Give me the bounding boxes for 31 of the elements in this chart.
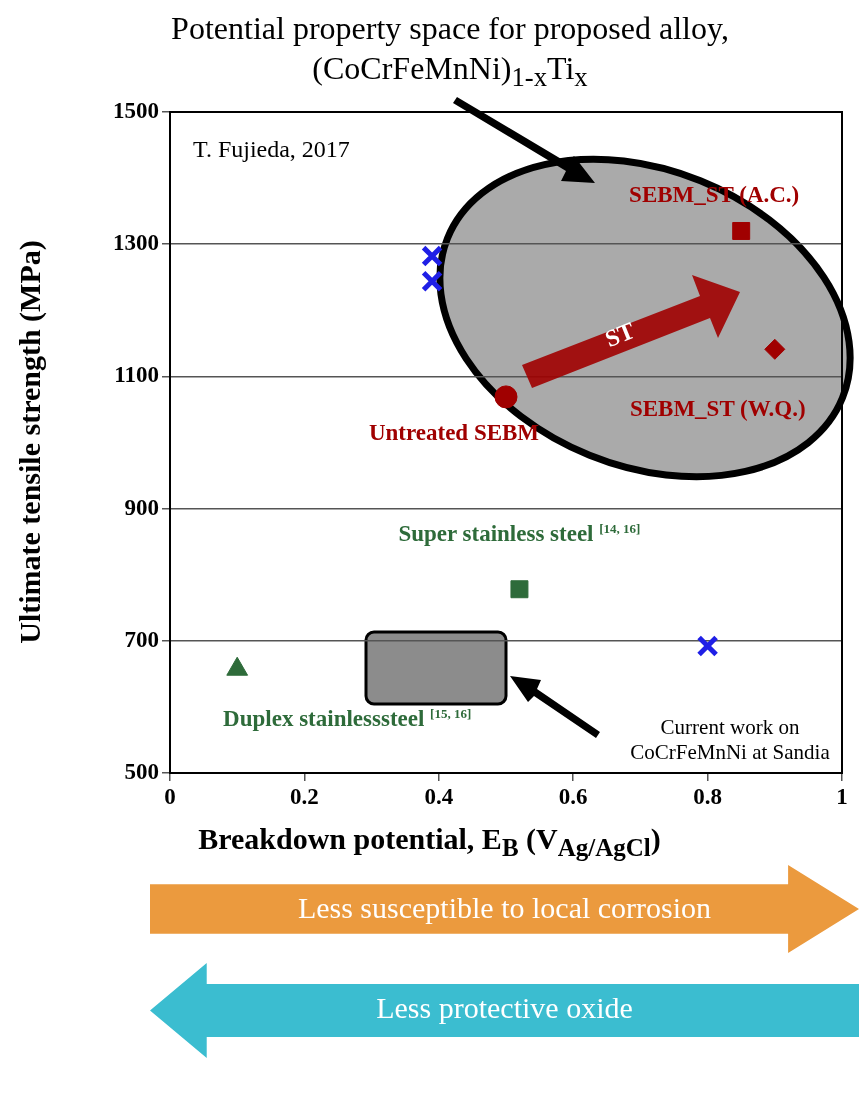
point — [494, 385, 518, 409]
chart-title: Potential property space for proposed alloy, (CoCrFeMnNi)$_{1-x}$Ti$_{x}$ — [170, 9, 730, 95]
annotation: T. Fujieda, 2017 — [193, 135, 350, 164]
annotation: ST — [601, 316, 639, 354]
point — [421, 270, 444, 293]
series-label: Untreated SEBM — [368, 419, 540, 446]
y-tick-label: 1100 — [114, 362, 159, 388]
y-tick-label: 500 — [124, 758, 159, 784]
point — [764, 338, 786, 360]
point — [696, 635, 719, 658]
x-tick-label: 0.2 — [290, 783, 319, 809]
y-tick-label: 900 — [124, 494, 159, 520]
y-axis-title: Ultimate tensile strength (MPa) — [13, 239, 47, 646]
x-tick-label: 0.8 — [693, 783, 722, 809]
y-tick-label: 1500 — [113, 97, 159, 123]
series-label: Duplex stainlesssteel $^{[15, 16]}$ — [223, 705, 472, 733]
annotation: Current work on CoCrFeMnNi at Sandia — [629, 715, 831, 766]
point — [510, 580, 529, 599]
text: SEBM_ST (W.Q.) — [629, 396, 806, 423]
text: Less protective oxide — [375, 990, 634, 1026]
y-tick-label: 700 — [124, 626, 159, 652]
x-tick-label: 1 — [836, 783, 848, 809]
point — [421, 245, 444, 268]
text: Less susceptible to local corrosion — [296, 890, 713, 926]
text: Super stainless steel $^{[14, 16]}$ — [398, 520, 641, 548]
x-tick-label: 0.4 — [424, 783, 454, 809]
point — [732, 222, 751, 240]
x-tick-label: 0.6 — [558, 783, 588, 809]
x-axis-title: Breakdown potential, E$_{B}$ (V$_{Ag/AgCl}$) — [197, 822, 662, 862]
y-tick-label: 1300 — [113, 230, 159, 256]
x-tick-label: 0 — [164, 783, 176, 809]
